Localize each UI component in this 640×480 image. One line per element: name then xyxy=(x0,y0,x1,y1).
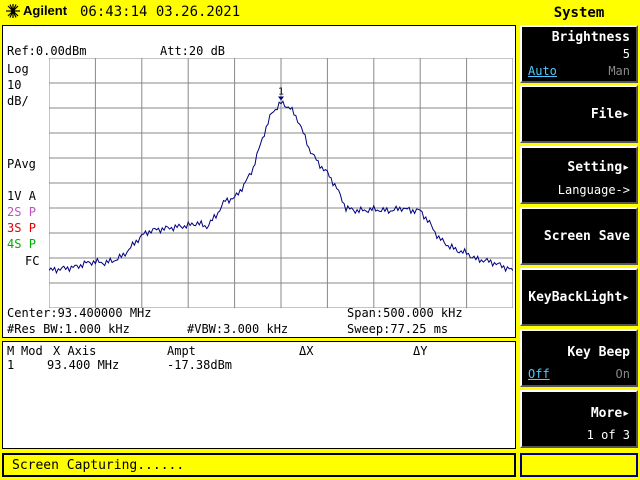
span: Span:500.000 kHz xyxy=(347,306,463,320)
setting-label: Setting▸ xyxy=(567,160,630,175)
trace-4-indicator: 4S P xyxy=(7,237,36,251)
header-ampt: Ampt xyxy=(167,344,196,358)
keybacklight-label: KeyBackLight▸ xyxy=(528,290,630,305)
file-label: File▸ xyxy=(590,107,630,122)
key-beep-label: Key Beep xyxy=(567,345,630,360)
scale-value: 10 xyxy=(7,78,22,92)
key-beep-off-option: Off xyxy=(528,367,550,381)
date-time: 06:43:14 03.26.2021 xyxy=(80,4,241,20)
res-bw: #Res BW:1.000 kHz xyxy=(7,322,130,336)
ref-level: Ref:0.00dBm xyxy=(7,44,87,58)
brightness-auto-option: Auto xyxy=(528,64,557,78)
trace-1-indicator: 1V A xyxy=(7,189,36,203)
key-beep-on-option: On xyxy=(615,367,630,381)
brightness-man-option: Man xyxy=(608,64,630,78)
marker-row-number: 1 xyxy=(7,358,15,372)
header-delta-x: ΔX xyxy=(299,344,314,358)
more-label: More▸ xyxy=(590,406,630,421)
spectrum-trace xyxy=(49,100,513,275)
trace-3-indicator: 3S P xyxy=(7,221,36,235)
status-bar: Screen Capturing...... xyxy=(2,453,516,477)
setting-softkey[interactable]: Setting▸ Language-> xyxy=(520,146,638,204)
header-x-axis: X Axis xyxy=(53,344,97,358)
more-softkey[interactable]: More▸ 1 of 3 xyxy=(520,390,638,448)
header-mod: Mod xyxy=(21,344,43,358)
status-indicator-box xyxy=(520,453,638,477)
file-softkey[interactable]: File▸ xyxy=(520,85,638,143)
header-delta-y: ΔY xyxy=(413,344,428,358)
marker-row-ampt: -17.38dBm xyxy=(167,358,233,372)
screen-save-label: Screen Save xyxy=(543,229,630,244)
spectrum-plot: 1 xyxy=(49,58,513,308)
center-frequency: Center:93.400000 MHz xyxy=(7,306,152,320)
attenuation: Att:20 dB xyxy=(160,44,226,58)
key-beep-softkey[interactable]: Key Beep Off On xyxy=(520,329,638,387)
header-m: M xyxy=(7,344,15,358)
trace-2-indicator: 2S P xyxy=(7,205,36,219)
pavg-label: PAvg xyxy=(7,157,36,171)
top-bar xyxy=(0,0,640,24)
sweep-time: Sweep:77.25 ms xyxy=(347,322,449,336)
scale-log: Log xyxy=(7,62,29,76)
marker-table: M Mod X Axis Ampt ΔX ΔY 1 93.400 MHz -17… xyxy=(2,341,516,449)
menu-title: System xyxy=(553,5,605,21)
more-page-indicator: 1 of 3 xyxy=(586,428,630,442)
brightness-label: Brightness xyxy=(551,30,630,45)
keybacklight-softkey[interactable]: KeyBackLight▸ xyxy=(520,268,638,326)
brightness-value: 5 xyxy=(622,47,630,61)
marker-row-x: 93.400 MHz xyxy=(47,358,120,372)
scale-unit: dB/ xyxy=(7,94,29,108)
language-sublabel: Language-> xyxy=(557,183,630,197)
spectrum-display: Ref:0.00dBm Att:20 dB Log 10 dB/ PAvg 1V… xyxy=(2,25,516,338)
fc-label: FC xyxy=(25,254,40,268)
brand-logo-text: Agilent xyxy=(23,3,68,18)
agilent-spark-icon xyxy=(6,4,20,18)
marker-1-diamond xyxy=(278,96,284,101)
marker-1-label: 1 xyxy=(278,86,284,97)
vbw: #VBW:3.000 kHz xyxy=(187,322,289,336)
status-message: Screen Capturing...... xyxy=(12,458,185,473)
screen-save-softkey[interactable]: Screen Save xyxy=(520,207,638,265)
brightness-softkey[interactable]: Brightness 5 Auto Man xyxy=(520,25,638,83)
